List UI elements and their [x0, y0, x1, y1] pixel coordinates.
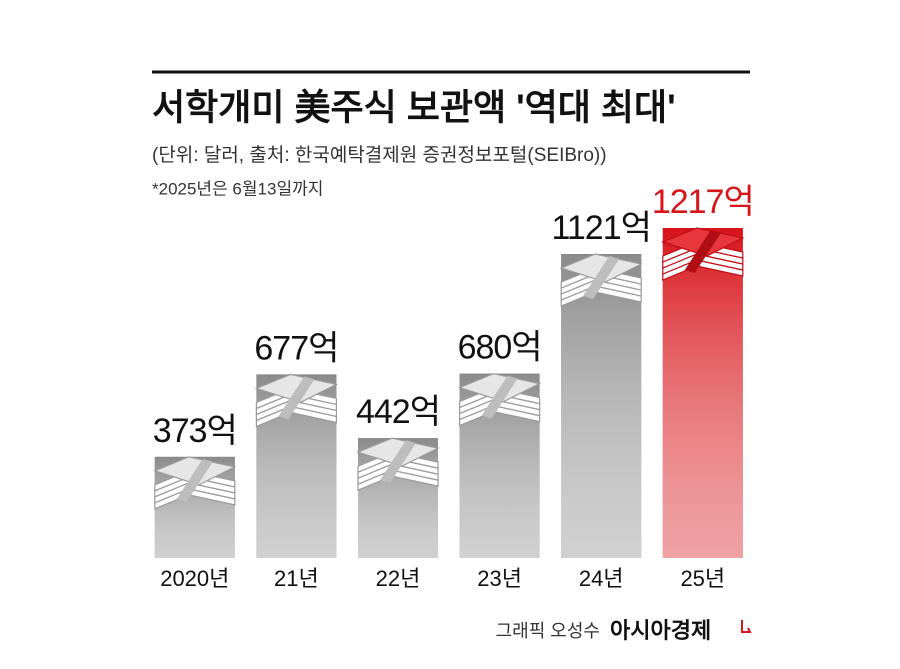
value-label: 677억 [254, 329, 338, 367]
x-tick-label: 2020년 [160, 566, 229, 591]
x-tick-label: 25년 [680, 566, 725, 591]
stack-band [380, 440, 416, 484]
x-tick-label: 22년 [376, 566, 421, 591]
stack-band [583, 256, 620, 300]
stack-band [278, 376, 315, 420]
chart-note: *2025년은 6월13일까지 [152, 179, 323, 198]
brand: 아시아경제 [610, 618, 711, 643]
bar [561, 254, 642, 558]
x-tick-label: 24년 [579, 566, 624, 591]
x-tick-label: 23년 [477, 566, 522, 591]
stack-top [559, 253, 643, 283]
value-label: 680억 [458, 329, 542, 367]
stack-top [153, 456, 237, 486]
bar [662, 228, 743, 558]
stack-top [457, 372, 542, 403]
stack-top [356, 437, 440, 467]
value-label: 373억 [153, 412, 237, 450]
x-tick-label: 21년 [274, 566, 319, 591]
brand-mark [741, 620, 752, 633]
chart-title: 서학개미 美주식 보관액 '역대 최대' [152, 87, 676, 128]
stack-band [481, 375, 518, 419]
credit: 그래픽 오성수 [496, 621, 600, 641]
value-label: 1217억 [652, 183, 754, 221]
stack-top [661, 227, 745, 257]
value-label: 442억 [356, 393, 440, 431]
stack-band [176, 458, 213, 502]
stack-band [684, 230, 721, 273]
value-label: 1121억 [551, 209, 650, 247]
stack-top [254, 373, 339, 404]
chart-subtitle: (단위: 달러, 출처: 한국예탁결제원 증권정보포털(SEIBro)) [152, 144, 607, 166]
